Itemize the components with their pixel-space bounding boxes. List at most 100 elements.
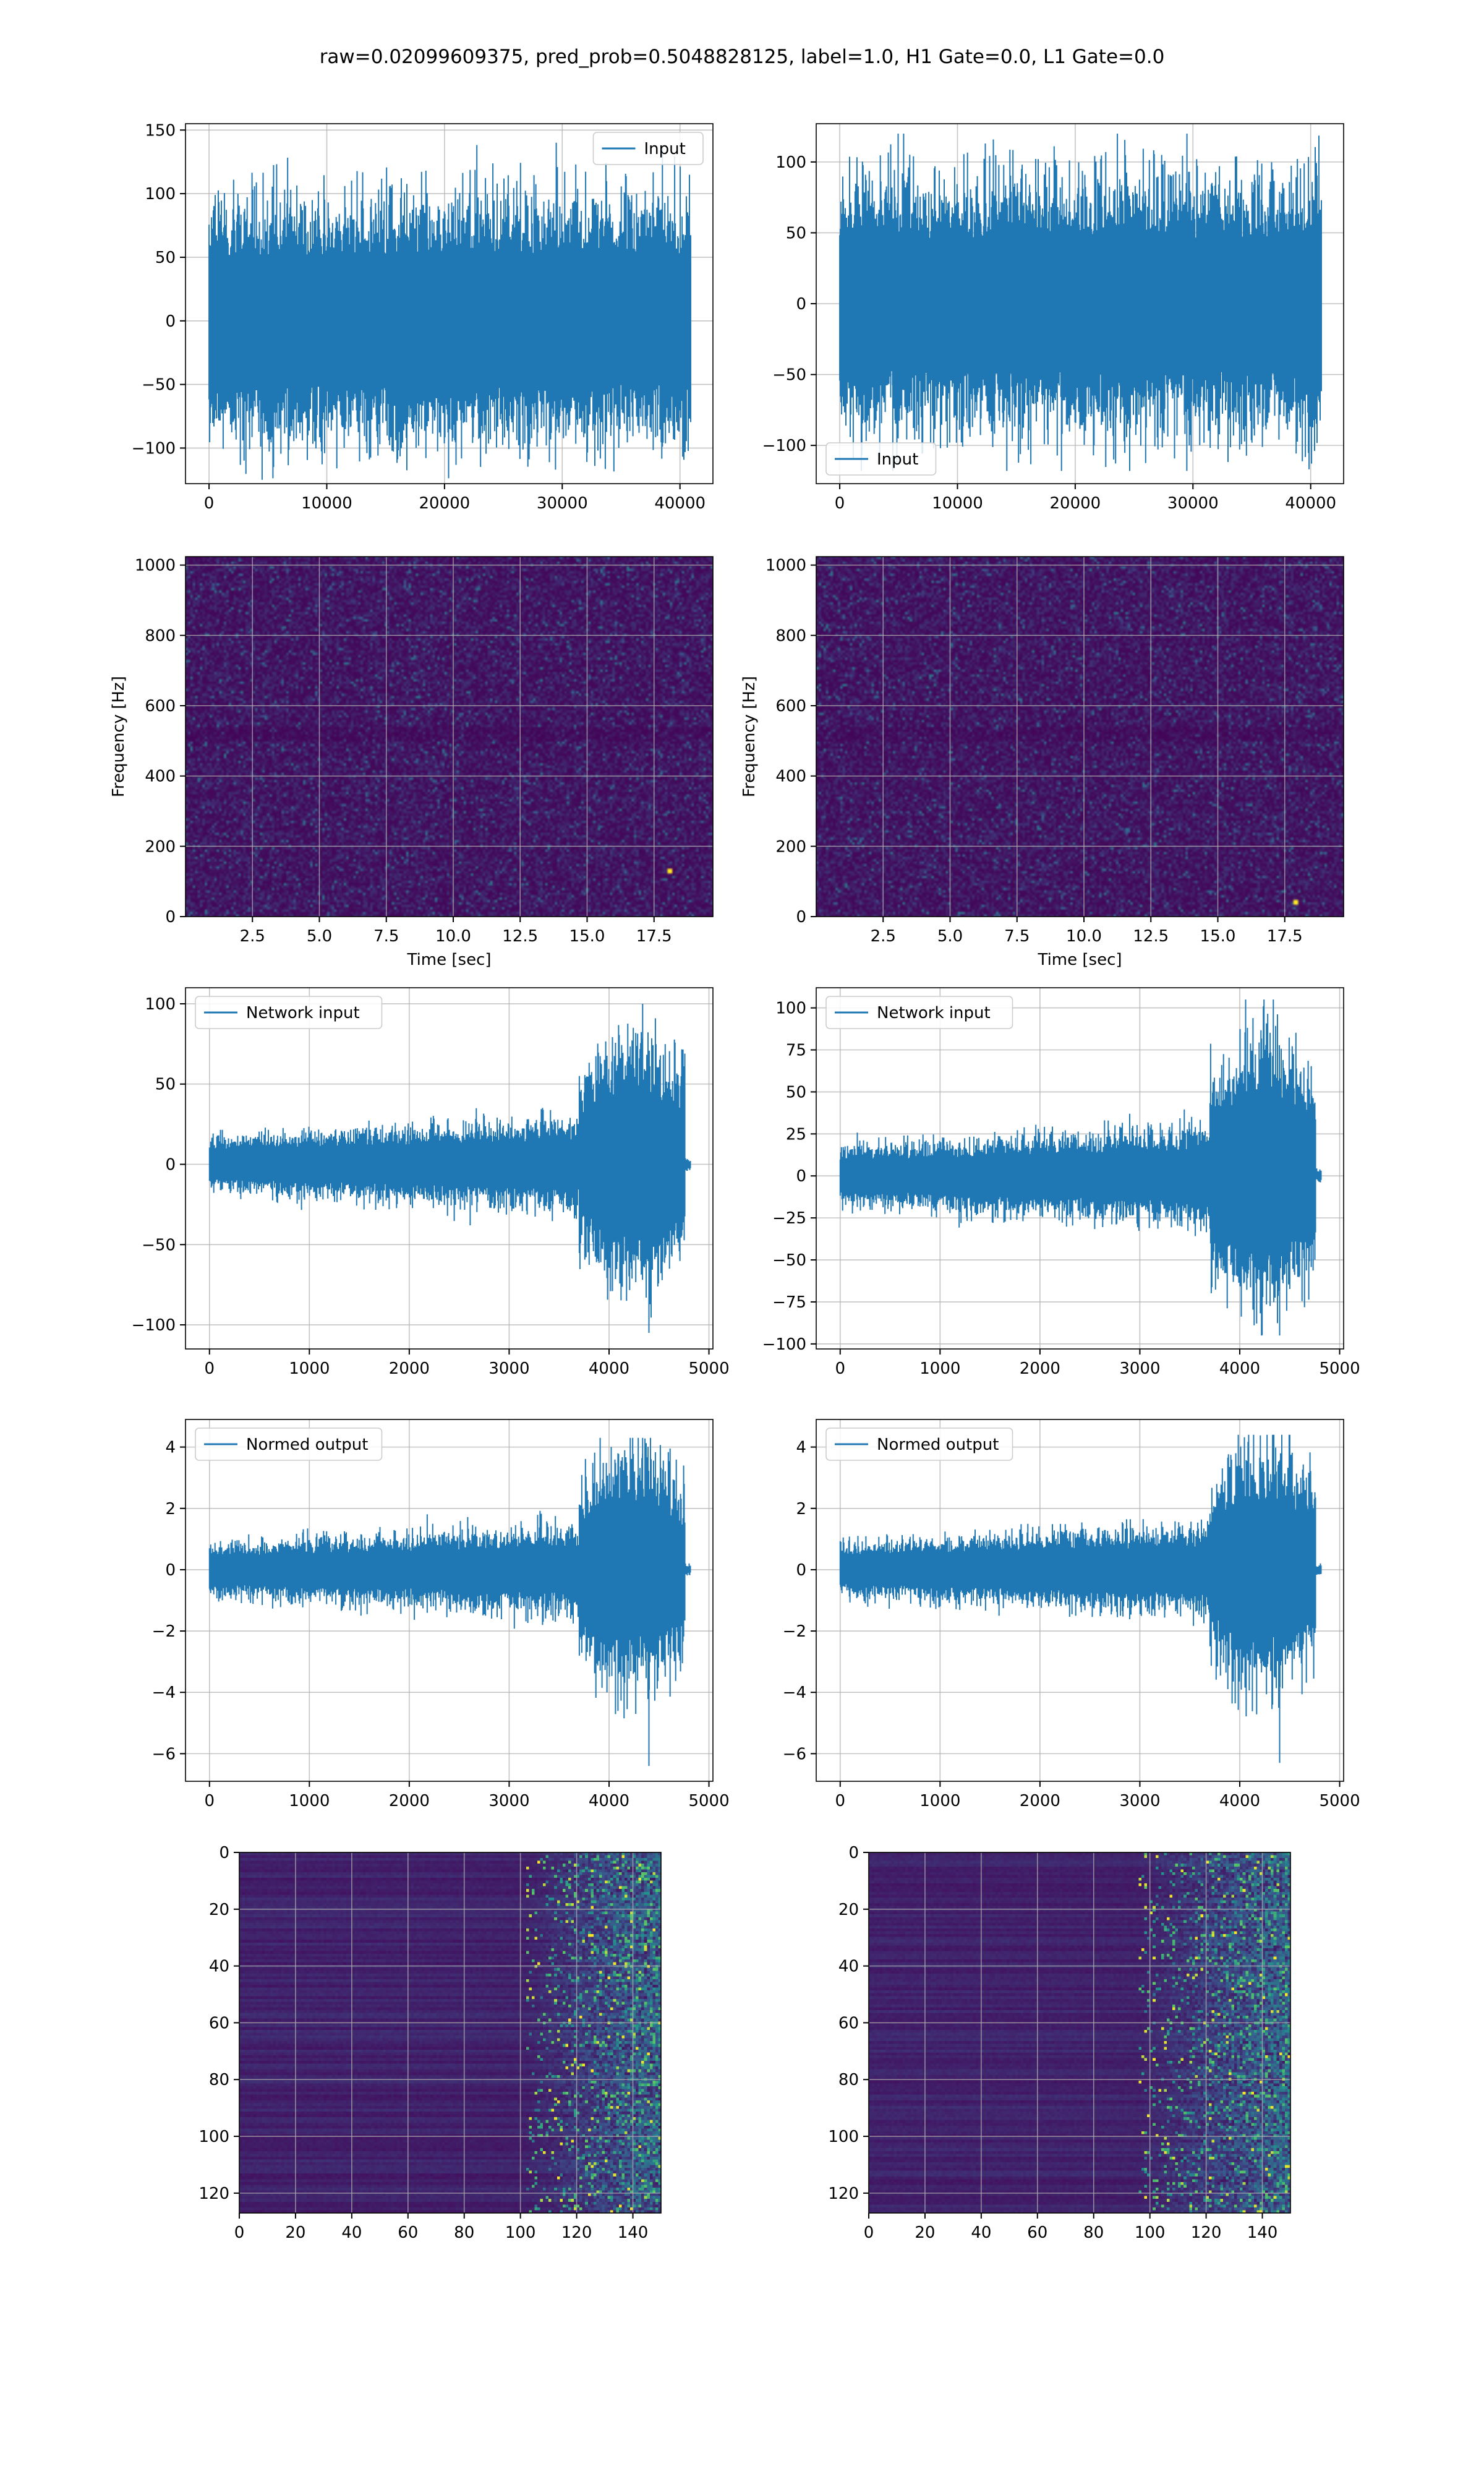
panels-group: 0 10000 20000 30000 40000−100−50050100150Inp… <box>109 121 1360 2242</box>
x-tick-label: 4000 <box>1219 1792 1260 1810</box>
x-tick-label: 3000 <box>488 1792 529 1810</box>
x-tick-label: 5000 <box>688 1359 729 1378</box>
series-line <box>208 1004 691 1333</box>
y-tick-label: 400 <box>145 768 176 786</box>
heatmap-image <box>816 557 1344 917</box>
y-tick-label: 60 <box>209 2014 229 2032</box>
axes-frame <box>185 123 714 484</box>
x-tick-label: 0 <box>864 2224 874 2242</box>
y-tick-label: 50 <box>155 249 176 267</box>
x-tick-label: 10.0 <box>435 927 471 946</box>
x-tick-label: 10.0 <box>1066 927 1102 946</box>
panel-input-h1: 0 10000 20000 30000 40000 −100 −50 0 50 100 150 Inp… <box>132 121 714 513</box>
x-tick-label: 7.5 <box>1004 927 1030 946</box>
x-tick-label: 1000 <box>919 1359 960 1378</box>
y-tick-label: 25 <box>786 1125 806 1144</box>
y-tick-label: 0 <box>796 908 806 927</box>
x-tick-label: 3000 <box>1119 1792 1160 1810</box>
axes-frame <box>816 1419 1344 1782</box>
x-tick-label: 10000 <box>932 494 983 513</box>
x-tick-label: 2000 <box>389 1359 430 1378</box>
x-tick-label: 0 <box>835 494 845 513</box>
x-tick-label: 100 <box>505 2224 536 2242</box>
x-tick-label: 15.0 <box>569 927 605 946</box>
y-tick-label: 0 <box>796 1561 806 1580</box>
y-tick-label: 120 <box>198 2185 229 2203</box>
y-tick-label: 50 <box>786 1083 806 1102</box>
x-tick-label: 80 <box>454 2224 474 2242</box>
legend: Network input <box>825 996 1013 1029</box>
y-tick-label: −50 <box>772 366 806 385</box>
x-tick-label: 10000 <box>301 494 352 513</box>
panel-network-input-l1: 0 1000 2000 3000 4000 5000 −100 −75 −50 −25 0 25 50 7… <box>762 987 1360 1378</box>
y-tick-label: −6 <box>152 1745 176 1763</box>
y-tick-label: 400 <box>775 768 806 786</box>
series-line <box>208 1437 691 1766</box>
y-axis-label: Frequency [Hz] <box>109 676 128 797</box>
x-tick-label: 30000 <box>1167 494 1219 513</box>
legend-label: Network input <box>877 1004 991 1022</box>
y-tick-label: −100 <box>762 437 806 455</box>
legend-label: Input <box>877 450 918 469</box>
legend-box <box>825 1427 1013 1461</box>
x-tick-label: 5000 <box>688 1792 729 1810</box>
axes-frame <box>239 1852 662 2214</box>
y-tick-label: 2 <box>796 1500 806 1518</box>
series-line <box>208 142 691 480</box>
y-tick-label: −2 <box>152 1622 176 1641</box>
series-line <box>839 134 1322 471</box>
x-tick-label: 40 <box>971 2224 991 2242</box>
legend-label: Input <box>644 140 686 158</box>
y-tick-label: 0 <box>219 1844 229 1862</box>
panel-normed-output-h1: 0 1000 2000 3000 4000 5000 −6 −4 −2 0 2 4 Normed out… <box>152 1419 730 1810</box>
y-tick-label: 0 <box>165 312 176 331</box>
figure-title: raw=0.02099609375, pred_prob=0.504882812… <box>320 46 1165 68</box>
x-axis-label: Time [sec] <box>406 951 491 969</box>
panel-network-input-h1: 0 1000 2000 3000 4000 5000 −100 −50 0 50 100 Networ… <box>132 987 730 1378</box>
x-tick-label: 3000 <box>488 1359 529 1378</box>
x-tick-label: 40000 <box>654 494 706 513</box>
y-tick-label: 100 <box>198 2128 229 2146</box>
x-tick-label: 2.5 <box>240 927 265 946</box>
y-tick-label: 600 <box>145 697 176 716</box>
y-tick-label: 60 <box>838 2014 859 2032</box>
y-tick-label: 1000 <box>135 557 176 575</box>
legend-box <box>825 996 1013 1029</box>
y-tick-label: −100 <box>132 1316 176 1335</box>
x-tick-label: 4000 <box>1219 1359 1260 1378</box>
axes-frame <box>185 556 714 917</box>
y-tick-label: 50 <box>786 224 806 242</box>
x-tick-label: 1000 <box>289 1792 330 1810</box>
x-tick-label: 3000 <box>1119 1359 1160 1378</box>
x-tick-label: 120 <box>561 2224 592 2242</box>
x-tick-label: 2000 <box>1020 1792 1060 1810</box>
y-tick-label: 20 <box>838 1901 859 1919</box>
x-tick-label: 1000 <box>289 1359 330 1378</box>
series-line <box>839 1434 1322 1763</box>
y-tick-label: 50 <box>155 1076 176 1094</box>
panel-input-l1: 0 10000 20000 30000 40000 −100 −50 0 50 100 Input <box>762 123 1344 513</box>
x-tick-label: 0 <box>835 1792 845 1810</box>
y-tick-label: 150 <box>145 121 176 140</box>
axes-frame <box>185 987 714 1350</box>
y-tick-label: −100 <box>762 1335 806 1354</box>
y-tick-label: 80 <box>209 2071 229 2089</box>
legend: Normed output <box>195 1427 383 1461</box>
x-tick-label: 17.5 <box>1267 927 1303 946</box>
y-tick-label: −2 <box>783 1622 806 1641</box>
legend: Input <box>825 442 937 476</box>
legend-label: Network input <box>246 1004 360 1022</box>
x-tick-label: 60 <box>1027 2224 1047 2242</box>
panel-spectrogram-l1: 2.5 5.0 7.5 10.0 12.5 15.0 17.5 0 200 400 600 800 10… <box>740 556 1344 969</box>
y-tick-label: 40 <box>838 1958 859 1976</box>
y-tick-label: 200 <box>145 837 176 856</box>
series-line <box>839 999 1322 1336</box>
x-tick-label: 120 <box>1191 2224 1222 2242</box>
panel-feature-map-h1: 0 20 40 60 80 100 120 140 0 20 40 60 80 100 120 <box>198 1844 662 2242</box>
y-tick-label: 40 <box>209 1958 229 1976</box>
axes-frame <box>816 987 1344 1350</box>
x-axis-label: Time [sec] <box>1037 951 1122 969</box>
x-tick-label: 2000 <box>389 1792 430 1810</box>
x-tick-label: 40 <box>341 2224 362 2242</box>
